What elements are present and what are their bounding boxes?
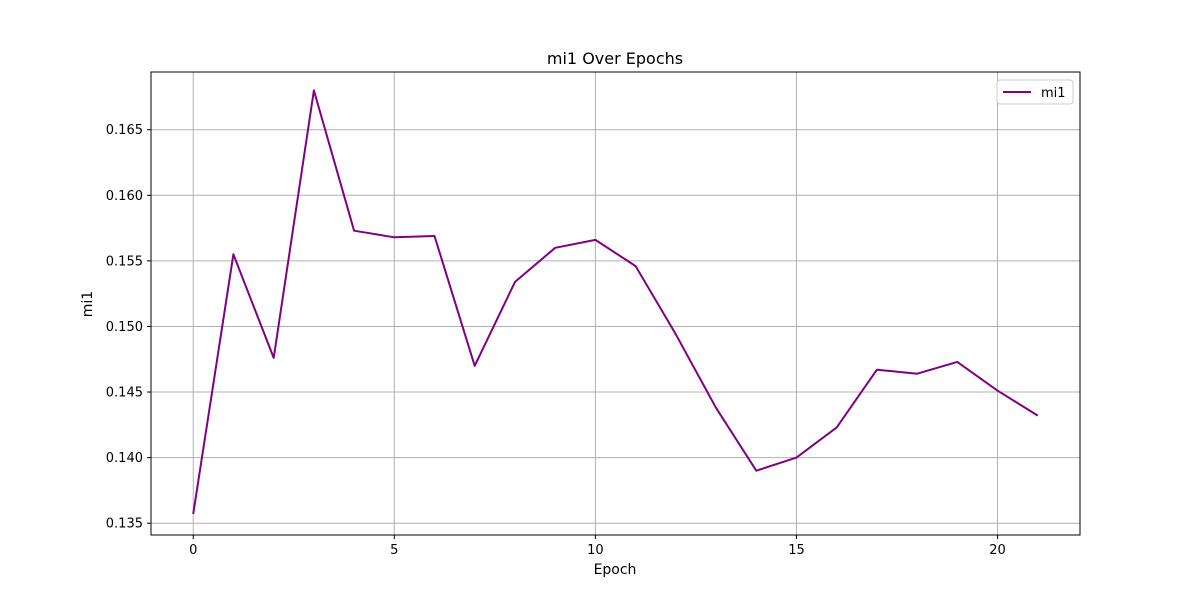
- grid: [151, 72, 1080, 535]
- chart-title: mi1 Over Epochs: [547, 49, 683, 68]
- legend-box: [996, 79, 1074, 105]
- series-layer: [192, 89, 1039, 515]
- series-line-mi1: [192, 89, 1039, 515]
- x-tick-label: 0: [189, 543, 197, 558]
- y-tick-label: 0.135: [106, 517, 143, 532]
- x-tick-label: 5: [390, 543, 398, 558]
- plot-frame: [150, 71, 1081, 536]
- x-tick-label: 20: [989, 543, 1006, 558]
- y-tick-label: 0.160: [106, 189, 143, 204]
- y-tick-label: 0.150: [106, 320, 143, 335]
- x-tick-label: 15: [788, 543, 805, 558]
- legend-label-mi1: mi1: [1041, 86, 1066, 101]
- x-tick-label: 10: [587, 543, 604, 558]
- y-tick-label: 0.140: [106, 451, 143, 466]
- x-axis-title: Epoch: [594, 562, 637, 578]
- y-tick-label: 0.155: [106, 254, 143, 269]
- x-axis-ticks: 0 5 10 15 20: [189, 535, 1006, 558]
- y-axis-title: mi1: [80, 291, 96, 317]
- y-axis-ticks: 0.135 0.140 0.145 0.150 0.155 0.160 0.165: [106, 123, 151, 532]
- legend: mi1: [996, 79, 1074, 105]
- y-tick-label: 0.165: [106, 123, 143, 138]
- y-tick-label: 0.145: [106, 386, 143, 401]
